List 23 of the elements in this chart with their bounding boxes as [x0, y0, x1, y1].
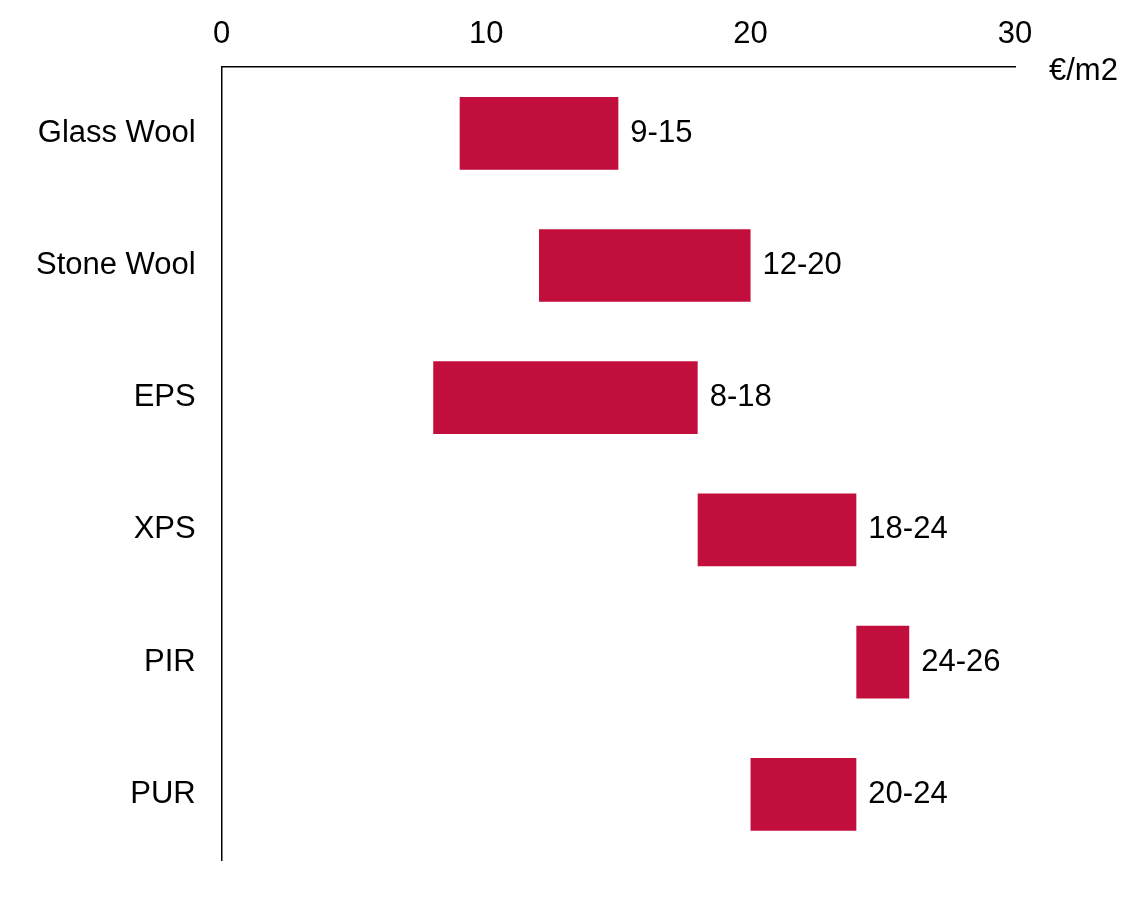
data-label: 18-24	[868, 510, 948, 546]
y-tick-label: EPS	[133, 378, 196, 414]
data-label: 12-20	[762, 246, 842, 282]
y-tick-label: Glass Wool	[37, 113, 196, 149]
bar	[697, 493, 857, 567]
x-tick-label: 10	[468, 15, 504, 51]
bar	[750, 757, 857, 831]
x-tick-label: 20	[733, 15, 768, 51]
bar	[433, 361, 698, 435]
data-label: 20-24	[868, 774, 948, 810]
bar	[539, 229, 751, 302]
x-tick-label: 30	[997, 15, 1033, 51]
data-label: 24-26	[921, 642, 1001, 678]
bar	[459, 96, 619, 170]
y-tick-label: PIR	[144, 642, 196, 678]
y-tick-label: PUR	[130, 774, 196, 810]
x-tick-label: 0	[213, 15, 231, 51]
data-label: 9-15	[630, 113, 693, 149]
bar	[856, 625, 910, 699]
y-tick-label: XPS	[133, 510, 196, 546]
y-tick-label: Stone Wool	[35, 246, 196, 282]
x-axis-title: €/m2	[1049, 51, 1118, 87]
data-label: 8-18	[709, 378, 772, 414]
